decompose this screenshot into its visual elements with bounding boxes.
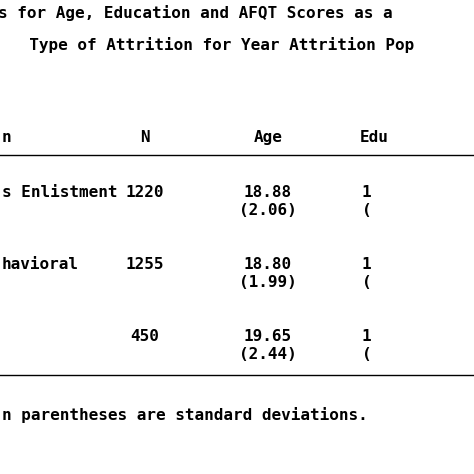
Text: 1: 1 — [362, 185, 372, 200]
Text: 18.80: 18.80 — [244, 257, 292, 272]
Text: Age: Age — [254, 130, 283, 145]
Text: (: ( — [362, 203, 372, 218]
Text: s Enlistment: s Enlistment — [2, 185, 118, 200]
Text: s for Age, Education and AFQT Scores as a: s for Age, Education and AFQT Scores as … — [0, 5, 392, 21]
Text: 1220: 1220 — [126, 185, 164, 200]
Text: (2.06): (2.06) — [239, 203, 297, 218]
Text: (2.44): (2.44) — [239, 347, 297, 362]
Text: (: ( — [362, 275, 372, 290]
Text: n: n — [2, 130, 12, 145]
Text: Type of Attrition for Year Attrition Pop: Type of Attrition for Year Attrition Pop — [10, 37, 414, 53]
Text: 1255: 1255 — [126, 257, 164, 272]
Text: 450: 450 — [130, 329, 159, 344]
Text: 19.65: 19.65 — [244, 329, 292, 344]
Text: havioral: havioral — [2, 257, 79, 272]
Text: Edu: Edu — [360, 130, 389, 145]
Text: n parentheses are standard deviations.: n parentheses are standard deviations. — [2, 407, 368, 423]
Text: (1.99): (1.99) — [239, 275, 297, 290]
Text: 1: 1 — [362, 257, 372, 272]
Text: (: ( — [362, 347, 372, 362]
Text: 18.88: 18.88 — [244, 185, 292, 200]
Text: 1: 1 — [362, 329, 372, 344]
Text: N: N — [140, 130, 150, 145]
